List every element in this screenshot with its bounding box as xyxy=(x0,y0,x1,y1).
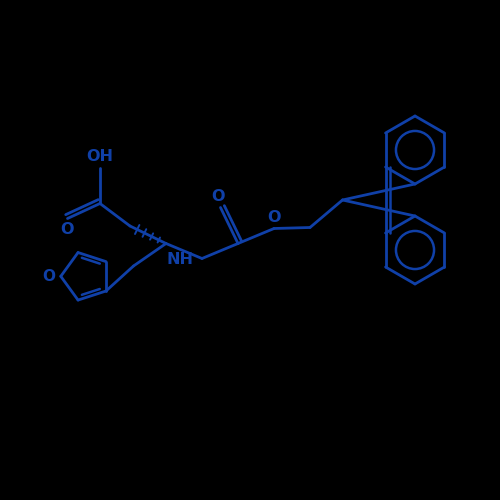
Text: O: O xyxy=(267,210,280,225)
Text: O: O xyxy=(42,269,55,284)
Text: O: O xyxy=(212,189,225,204)
Text: OH: OH xyxy=(86,149,114,164)
Text: O: O xyxy=(60,222,74,237)
Text: NH: NH xyxy=(166,252,193,267)
